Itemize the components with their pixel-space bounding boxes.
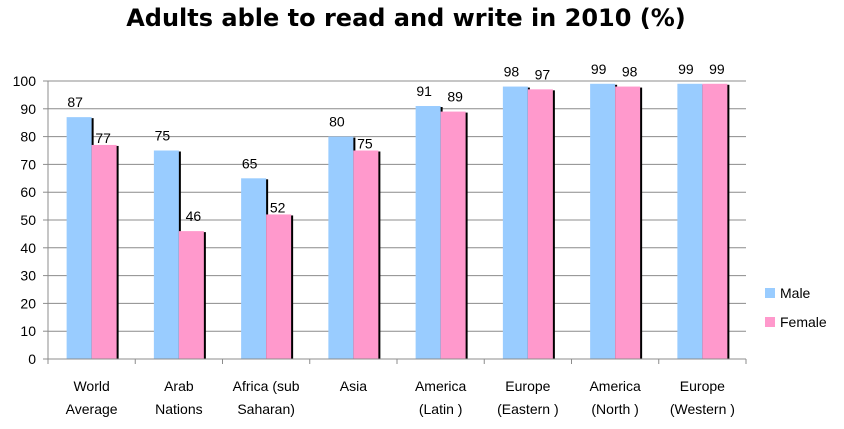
bar-female — [353, 150, 379, 359]
x-category-label: Africa (sub — [233, 378, 300, 394]
data-label-female: 75 — [357, 136, 373, 152]
data-label-female: 89 — [447, 89, 463, 105]
data-label-female: 46 — [186, 208, 202, 224]
data-label-male: 80 — [329, 114, 345, 130]
y-tick-label: 30 — [20, 268, 36, 284]
bar-male — [153, 150, 179, 359]
x-category-label: Asia — [340, 378, 367, 394]
bar-female — [440, 111, 466, 359]
bar-male — [241, 178, 267, 359]
legend-swatch-female — [765, 317, 775, 327]
data-label-male: 98 — [504, 64, 520, 80]
data-label-male: 99 — [678, 61, 694, 77]
data-label-male: 75 — [155, 128, 171, 144]
y-tick-label: 50 — [20, 212, 36, 228]
data-label-female: 98 — [622, 64, 638, 80]
data-label-female: 97 — [535, 66, 551, 82]
x-category-label: America — [415, 378, 467, 394]
bar-male — [415, 106, 441, 360]
bar-male — [66, 117, 92, 359]
legend-swatch-male — [765, 288, 775, 298]
bars-layer — [66, 83, 730, 360]
x-category-label: Nations — [155, 401, 202, 417]
data-label-male: 99 — [591, 61, 607, 77]
axis-layer — [43, 80, 747, 364]
x-category-label: Average — [66, 401, 118, 417]
y-tick-label: 100 — [13, 73, 37, 89]
x-category-label: Europe — [680, 378, 725, 394]
x-category-label: World — [73, 378, 109, 394]
data-label-male: 87 — [67, 94, 83, 110]
y-tick-label: 80 — [20, 129, 36, 145]
x-category-label: Saharan) — [237, 401, 295, 417]
data-label-male: 91 — [416, 83, 432, 99]
bar-female — [615, 86, 641, 359]
x-category-label: Arab — [164, 378, 194, 394]
x-category-label: (North ) — [591, 401, 638, 417]
bar-male — [590, 83, 616, 359]
y-tick-label: 10 — [20, 323, 36, 339]
chart-title: Adults able to read and write in 2010 (%… — [126, 4, 686, 32]
bar-female — [178, 231, 204, 359]
x-category-label: (Latin ) — [419, 401, 463, 417]
x-category-label: (Eastern ) — [497, 401, 558, 417]
legend: Male Female — [765, 285, 827, 330]
labels-layer: 0 10 20 30 40 50 60 70 80 90 100 87 77 75 46 65 52 80 75 91… — [13, 61, 735, 417]
bar-male — [328, 136, 354, 359]
y-tick-label: 60 — [20, 184, 36, 200]
data-label-female: 77 — [95, 130, 111, 146]
bar-male — [502, 86, 528, 359]
y-tick-label: 90 — [20, 101, 36, 117]
x-category-label: America — [589, 378, 641, 394]
y-tick-label: 70 — [20, 156, 36, 172]
y-tick-label: 20 — [20, 295, 36, 311]
bar-female — [266, 214, 292, 359]
bar-female — [527, 89, 553, 359]
legend-label-female: Female — [780, 314, 827, 330]
y-tick-label: 40 — [20, 240, 36, 256]
bar-male — [677, 83, 703, 359]
bar-female — [702, 83, 728, 359]
y-tick-label: 0 — [28, 351, 36, 367]
data-label-female: 99 — [709, 61, 725, 77]
legend-label-male: Male — [780, 285, 811, 301]
x-category-label: Europe — [505, 378, 550, 394]
data-label-female: 52 — [270, 199, 286, 215]
x-category-label: (Western ) — [670, 401, 735, 417]
data-label-male: 65 — [242, 155, 258, 171]
bar-female — [91, 144, 117, 359]
